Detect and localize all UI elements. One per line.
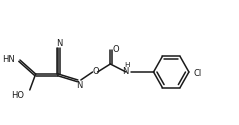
Text: HN: HN	[2, 54, 15, 64]
Text: O: O	[92, 66, 99, 76]
Text: H: H	[124, 62, 130, 68]
Text: O: O	[113, 44, 120, 54]
Text: N: N	[122, 68, 128, 76]
Text: N: N	[56, 40, 62, 48]
Text: Cl: Cl	[194, 68, 202, 78]
Text: HO: HO	[11, 90, 24, 100]
Text: N: N	[76, 82, 82, 90]
